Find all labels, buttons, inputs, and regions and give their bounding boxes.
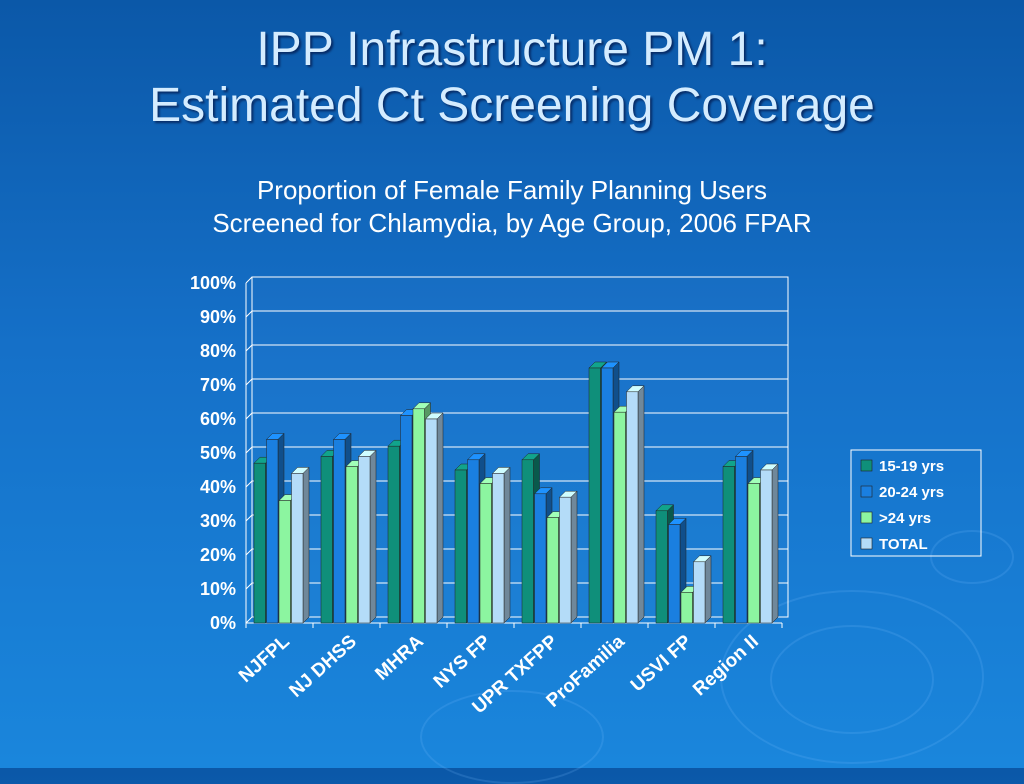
gridline-depth	[245, 582, 253, 590]
y-tick-label: 80%	[200, 341, 236, 361]
bar	[467, 459, 480, 624]
legend	[850, 449, 982, 557]
bar	[358, 456, 371, 624]
bar-side	[302, 466, 310, 624]
gridline-depth	[245, 480, 253, 488]
x-tick-label: USVI FP	[627, 631, 696, 696]
gridline-depth	[245, 446, 253, 454]
bar	[278, 500, 291, 624]
bar	[655, 510, 668, 624]
bar	[760, 469, 773, 624]
background-ripple	[930, 530, 1014, 584]
bar-chart: 0% 10% 20% 30% 40% 50% 60% 70% 80% 90% 100% NJFPLNJ…	[190, 273, 982, 702]
y-tick-label: 30%	[200, 511, 236, 531]
bar-side	[436, 412, 444, 624]
legend-swatch	[860, 459, 873, 472]
bar	[253, 462, 266, 624]
bar	[400, 415, 413, 624]
bar	[387, 445, 400, 624]
legend-swatch	[860, 485, 873, 498]
gridline-depth	[245, 344, 253, 352]
chart-subtitle: Proportion of Female Family Planning Use…	[0, 174, 1024, 240]
bar	[588, 367, 601, 624]
bar	[320, 456, 333, 624]
slide-title-line-1: IPP Infrastructure PM 1:	[256, 23, 768, 76]
y-tick-label: 60%	[200, 409, 236, 429]
bar	[747, 483, 760, 624]
gridline-depth	[245, 514, 253, 522]
y-tick-label: 50%	[200, 443, 236, 463]
y-tick-label: 40%	[200, 477, 236, 497]
bar-side	[637, 385, 645, 624]
gridline-depth	[245, 616, 253, 624]
gridline-depth	[245, 548, 253, 556]
gridline-depth	[245, 276, 253, 284]
bar-side	[704, 555, 712, 624]
y-tick-label: 10%	[200, 579, 236, 599]
bar	[693, 561, 706, 624]
bar-side	[771, 463, 779, 624]
bar	[680, 592, 693, 624]
bar-side	[369, 449, 377, 624]
bar-side	[570, 490, 578, 624]
gridline-depth	[245, 378, 253, 386]
bar	[521, 459, 534, 624]
legend-entry: TOTAL	[879, 536, 928, 553]
bar	[613, 411, 626, 624]
y-tick-label: 20%	[200, 545, 236, 565]
bar	[626, 391, 639, 624]
slide-title: IPP Infrastructure PM 1: Estimated Ct Sc…	[0, 22, 1024, 134]
bar	[668, 524, 681, 624]
bar	[492, 473, 505, 624]
legend-swatch	[860, 537, 873, 550]
y-tick-label: 90%	[200, 307, 236, 327]
y-tick-label: 100%	[190, 273, 236, 293]
bar	[601, 367, 614, 624]
bar	[345, 466, 358, 624]
chart-subtitle-line-1: Proportion of Female Family Planning Use…	[256, 175, 768, 205]
x-tick-label: NYS FP	[430, 631, 495, 693]
bar	[546, 517, 559, 624]
bar	[333, 439, 346, 624]
bar	[722, 466, 735, 624]
bar	[454, 469, 467, 624]
background-ripple	[770, 625, 934, 734]
slide-title-line-2: Estimated Ct Screening Coverage	[149, 79, 875, 132]
gridline-depth	[245, 412, 253, 420]
y-tick-label: 0%	[210, 613, 236, 633]
x-tick-label: NJ DHSS	[286, 631, 361, 702]
x-tick-label: NJFPL	[235, 631, 294, 687]
chart-subtitle-line-2: Screened for Chlamydia, by Age Group, 20…	[212, 208, 812, 238]
bar	[266, 439, 279, 624]
bar	[479, 483, 492, 624]
bar-side	[503, 466, 511, 624]
x-tick-label: MHRA	[371, 631, 428, 685]
x-tick-label: Region II	[689, 631, 763, 700]
bar	[735, 456, 748, 624]
bar	[534, 493, 547, 624]
bar	[425, 418, 438, 624]
legend-entry: 20-24 yrs	[879, 484, 944, 501]
bar	[412, 408, 425, 624]
legend-entry: >24 yrs	[879, 510, 931, 527]
bar	[559, 496, 572, 624]
legend-swatch	[860, 511, 873, 524]
bar	[291, 473, 304, 624]
background-ripple	[720, 590, 984, 764]
gridline-depth	[245, 310, 253, 318]
legend-entry: 15-19 yrs	[879, 458, 944, 475]
y-tick-label: 70%	[200, 375, 236, 395]
